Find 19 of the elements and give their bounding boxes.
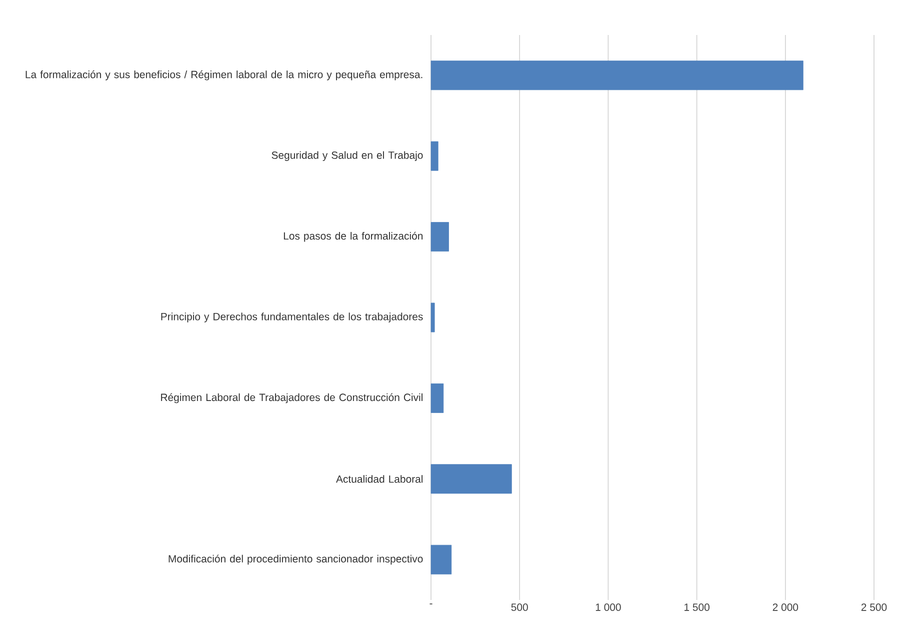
bar bbox=[430, 464, 512, 494]
y-tick-label: Modificación del procedimiento sancionador inspectivo bbox=[168, 554, 423, 565]
y-tick-label: La formalización y sus beneficios / Régimen laboral de la micro y pequeña empresa. bbox=[26, 70, 422, 80]
x-tick-label: 500 bbox=[511, 604, 528, 611]
y-tick-label: Seguridad y Salud en el Trabajo bbox=[272, 151, 423, 161]
bar bbox=[430, 141, 438, 171]
x-tick-label: 2 000 bbox=[772, 604, 798, 611]
bar bbox=[430, 383, 444, 413]
bar bbox=[430, 60, 804, 90]
y-tick-label: Actualidad Laboral bbox=[336, 475, 423, 483]
bar bbox=[430, 302, 435, 332]
y-tick-label: Régimen Laboral de Trabajadores de Construcción Civil bbox=[161, 393, 422, 404]
x-tick-label: 1 000 bbox=[596, 604, 621, 611]
bar bbox=[430, 222, 449, 252]
x-tick-label: 2 500 bbox=[861, 604, 887, 611]
x-tick-label: 1 500 bbox=[684, 604, 710, 611]
y-tick-label: Principio y Derechos fundamentales de los trabajadores bbox=[161, 312, 423, 322]
bar bbox=[430, 544, 452, 574]
y-tick-label: Los pasos de la formalización bbox=[284, 232, 423, 242]
